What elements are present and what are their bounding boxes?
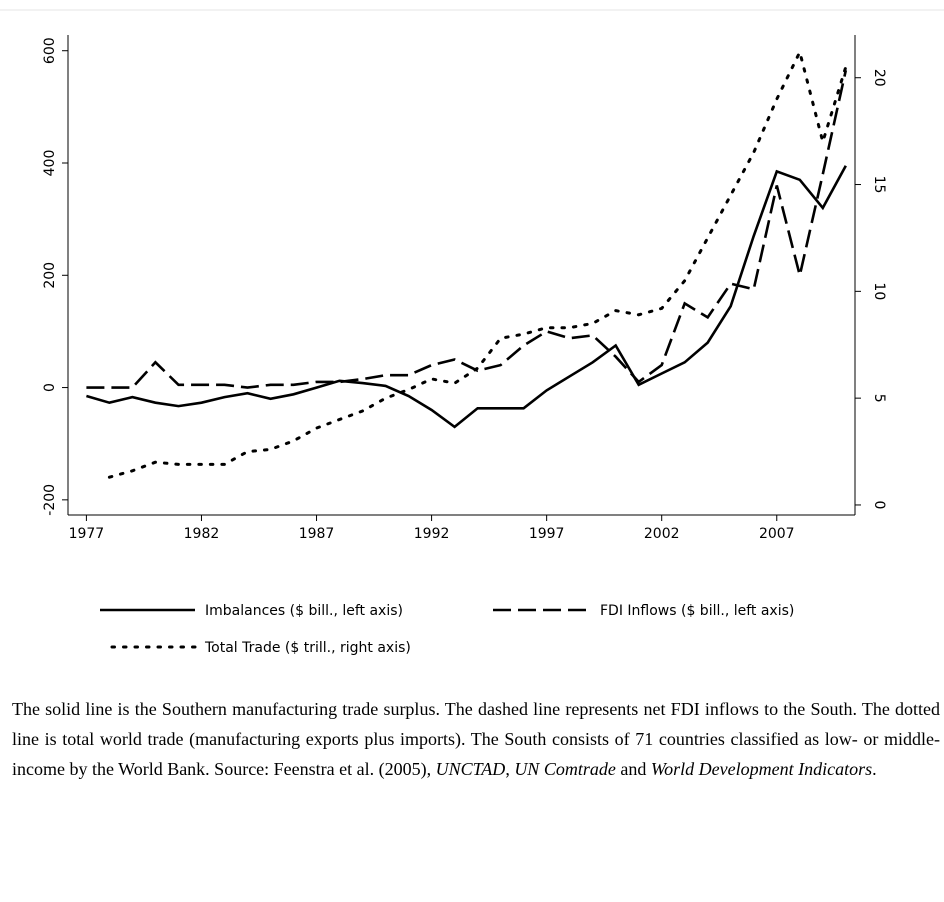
legend-label: Imbalances ($ bill., left axis) xyxy=(205,603,403,619)
y-tick-label: 0 xyxy=(42,383,58,392)
caption-text: , xyxy=(505,759,515,779)
y2-tick-label: 5 xyxy=(871,394,887,403)
y-tick-label: -200 xyxy=(42,484,58,516)
caption-text: UNCTAD xyxy=(435,759,506,779)
caption: The solid line is the Southern manufactu… xyxy=(12,694,940,784)
caption-text: The solid line is the Southern manufactu… xyxy=(12,699,940,779)
x-tick-label: 1997 xyxy=(529,526,565,542)
x-tick-label: 2007 xyxy=(759,526,795,542)
legend-label: FDI Inflows ($ bill., left axis) xyxy=(600,603,794,619)
legend-label: Total Trade ($ trill., right axis) xyxy=(204,640,411,656)
series-line xyxy=(86,165,847,429)
caption-text: and xyxy=(615,759,651,779)
caption-text: . xyxy=(872,759,877,779)
x-tick-label: 1992 xyxy=(414,526,450,542)
series-line xyxy=(107,47,848,479)
x-tick-label: 1982 xyxy=(184,526,220,542)
y-tick-label: 600 xyxy=(42,37,58,64)
caption-text: UN Comtrade xyxy=(514,759,616,779)
x-tick-label: 1987 xyxy=(299,526,335,542)
y2-tick-label: 10 xyxy=(871,282,887,300)
y2-tick-label: 15 xyxy=(871,176,887,194)
series-line xyxy=(86,70,848,389)
y-tick-label: 400 xyxy=(42,150,58,177)
y2-tick-label: 20 xyxy=(871,69,887,87)
chart: 1977 1982 1987 1992 1997 2002 2007-20002004006… xyxy=(0,9,944,656)
caption-text: World Development Indicators xyxy=(650,759,873,779)
y2-tick-label: 0 xyxy=(871,500,887,509)
y-tick-label: 200 xyxy=(42,262,58,289)
x-tick-label: 1977 xyxy=(69,526,105,542)
x-tick-label: 2002 xyxy=(644,526,680,542)
